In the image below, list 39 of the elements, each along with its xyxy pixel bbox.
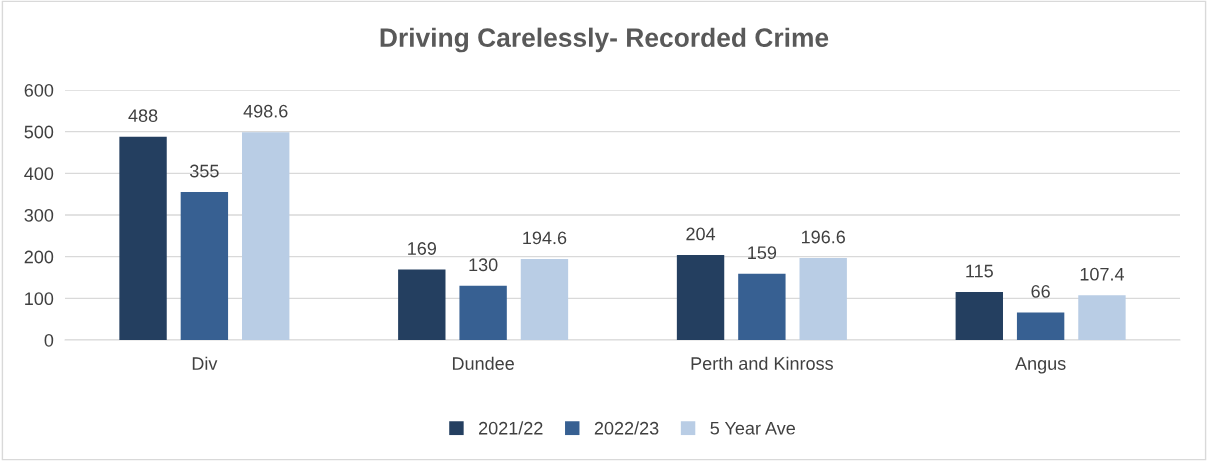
y-tick-label: 100 — [25, 292, 54, 306]
data-label: 130 — [469, 258, 498, 272]
y-tick-label: 200 — [24, 250, 54, 264]
bar — [955, 292, 1003, 340]
x-tick-label: Dundee — [452, 356, 514, 370]
y-tick-label: 0 — [44, 333, 54, 347]
bar — [242, 132, 290, 340]
x-tick-label: Perth and Kinross — [691, 356, 833, 370]
bar — [1016, 312, 1065, 340]
y-tick-label: 600 — [24, 83, 54, 97]
legend-label: 5 Year Ave — [710, 422, 795, 435]
bar — [119, 136, 167, 340]
y-tick-label: 400 — [24, 167, 54, 181]
bar — [180, 192, 229, 340]
data-label: 169 — [408, 242, 437, 255]
data-label: 196.6 — [801, 230, 845, 244]
data-label: 355 — [190, 164, 219, 178]
bar — [398, 269, 446, 340]
data-label: 488 — [128, 109, 158, 122]
chart-title: Driving Carelessly- Recorded Crime — [380, 27, 829, 53]
y-tick-label: 500 — [24, 125, 54, 139]
x-tick-label: Div — [192, 356, 218, 370]
bar — [1078, 295, 1126, 340]
data-label: 107.4 — [1080, 267, 1125, 281]
data-label: 204 — [686, 227, 716, 241]
bar — [799, 258, 847, 340]
bar — [738, 273, 786, 340]
data-label: 194.6 — [523, 231, 567, 245]
x-tick-label: Angus — [1015, 357, 1066, 374]
data-label: 498.6 — [243, 104, 288, 118]
data-label: 66 — [1031, 285, 1050, 298]
y-tick-label: 300 — [24, 208, 54, 222]
data-label: 115 — [966, 264, 993, 278]
legend-label: 2022/23 — [594, 421, 659, 435]
bar — [520, 258, 569, 340]
data-label: 159 — [748, 246, 777, 260]
legend-label: 2021/22 — [479, 421, 543, 435]
bar — [459, 285, 507, 340]
bar — [676, 255, 725, 340]
